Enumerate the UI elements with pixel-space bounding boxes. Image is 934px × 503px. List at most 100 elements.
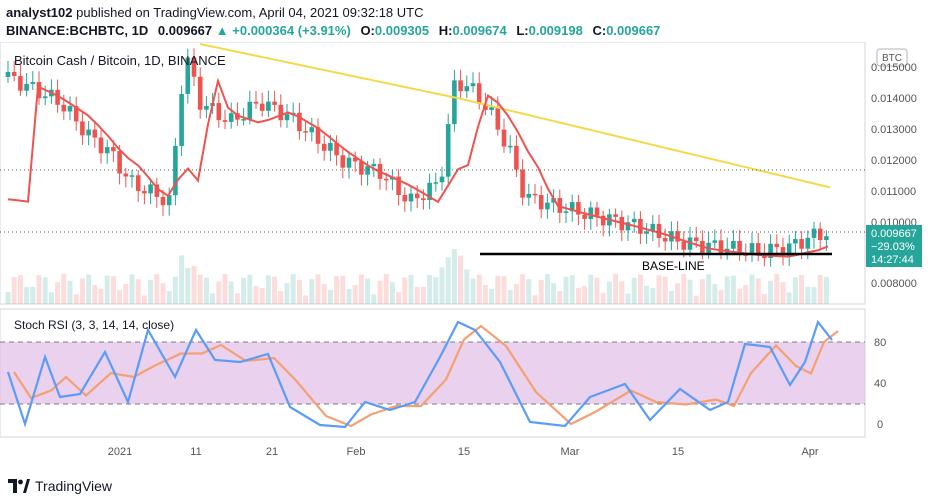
candle-body	[222, 120, 228, 122]
candle-body	[80, 121, 85, 136]
volume-bar	[358, 274, 364, 304]
volume-bar	[823, 277, 829, 304]
volume-bar	[476, 274, 482, 304]
candle-body	[142, 190, 147, 194]
candle-body	[582, 214, 587, 219]
candle-body	[631, 218, 637, 223]
volume-bar	[588, 274, 594, 304]
close-value: 0.009667	[606, 23, 661, 38]
series-legend[interactable]: Bitcoin Cash / Bitcoin, 1D, BINANCE	[14, 53, 226, 68]
volume-bar	[631, 277, 637, 304]
candle-body	[129, 175, 135, 177]
candle-body	[328, 142, 333, 151]
stoch-legend[interactable]: Stoch RSI (3, 3, 14, 14, close)	[14, 318, 174, 332]
volume-bar	[414, 286, 420, 304]
volume-bar	[135, 279, 141, 304]
symbol-label: BINANCE:BCHBTC, 1D	[6, 23, 149, 38]
candle-body	[594, 207, 600, 216]
candle-body	[402, 194, 408, 202]
time-axis[interactable]: 2021 11 21 Feb 15 Mar 15 Apr	[108, 446, 819, 458]
candle-body	[247, 101, 253, 120]
volume-bar	[737, 288, 743, 304]
volume-bar	[637, 274, 643, 304]
volume-bar	[55, 282, 61, 304]
volume-bar	[160, 283, 166, 304]
candle-body	[61, 104, 67, 112]
ohlc-line: BINANCE:BCHBTC, 1D 0.009667 ▲ +0.000364 …	[6, 23, 660, 38]
volume-bar	[755, 278, 761, 304]
candle-body	[774, 243, 780, 248]
volume-bar	[48, 292, 54, 304]
candle-body	[55, 89, 60, 105]
candle-body	[514, 145, 519, 170]
candle-body	[470, 83, 476, 87]
candle-body	[278, 104, 284, 121]
candle-body	[148, 184, 153, 194]
volume-bar	[544, 274, 550, 304]
candle-body	[154, 184, 160, 197]
volume-bar	[662, 276, 668, 304]
candle-body	[123, 173, 129, 177]
candle-body	[11, 71, 17, 76]
volume-bar	[272, 276, 278, 304]
candle-body	[309, 127, 315, 133]
volume-bar	[11, 277, 17, 304]
currency-badge-text: BTC	[882, 53, 902, 64]
time-tick: 15	[458, 446, 470, 458]
volume-bar	[284, 283, 290, 304]
candle-body	[284, 114, 290, 121]
volume-bar	[222, 274, 228, 304]
volume-bar	[110, 276, 116, 304]
volume-bar	[42, 277, 48, 304]
price-pane[interactable]	[0, 41, 866, 305]
price-tick: 0.008000	[871, 278, 917, 290]
price-tick: 0.014000	[871, 93, 917, 105]
price-axis[interactable]: BTC 0.015000 0.014000 0.013000 0.012000 …	[866, 48, 922, 290]
candle-body	[5, 71, 11, 77]
volume-bar	[606, 281, 612, 304]
volume-bar	[104, 275, 110, 304]
volume-bar	[334, 276, 340, 304]
volume-bar	[464, 269, 470, 304]
time-tick: Apr	[801, 446, 818, 458]
candle-body	[365, 166, 370, 175]
publisher-name[interactable]: analyst102	[6, 5, 73, 20]
candle-body	[712, 240, 718, 243]
volume-bars	[5, 249, 829, 304]
volume-bar	[309, 279, 315, 304]
tradingview-logo[interactable]: TradingView	[8, 478, 112, 494]
chart-area[interactable]: BASE-LINE Bitcoin Cash / Bitcoin, 1D, BI…	[0, 41, 934, 460]
currency-badge[interactable]	[876, 48, 908, 67]
price-chart-svg[interactable]: BASE-LINE Bitcoin Cash / Bitcoin, 1D, BI…	[0, 41, 934, 460]
volume-bar	[644, 285, 650, 304]
volume-bar	[693, 295, 699, 304]
volume-bar	[495, 275, 501, 304]
stoch-axis[interactable]: 80 40 0	[874, 337, 886, 431]
candle-body	[408, 193, 414, 202]
tradingview-brand: TradingView	[35, 478, 113, 494]
candle-body	[545, 202, 550, 210]
candle-body	[24, 83, 29, 91]
volume-bar	[352, 285, 358, 304]
candle-body	[557, 198, 563, 213]
candle-body	[563, 211, 569, 213]
volume-bar	[191, 265, 197, 304]
candle-body	[414, 193, 420, 199]
volume-bar	[625, 293, 631, 304]
time-tick: 15	[672, 446, 684, 458]
volume-bar	[203, 277, 209, 304]
candle-body	[520, 169, 525, 198]
volume-bar	[712, 283, 718, 304]
volume-bar	[92, 285, 98, 304]
volume-bar	[681, 274, 687, 304]
candle-body	[681, 241, 687, 250]
high-value: 0.009674	[452, 23, 507, 38]
volume-bar	[433, 277, 439, 304]
volume-bar	[117, 290, 123, 304]
last-price-tag	[866, 225, 922, 267]
footer: TradingView	[0, 470, 934, 503]
candle-body	[476, 83, 482, 104]
time-tick: Feb	[347, 446, 366, 458]
volume-bar	[396, 292, 402, 304]
volume-bar	[780, 282, 786, 304]
